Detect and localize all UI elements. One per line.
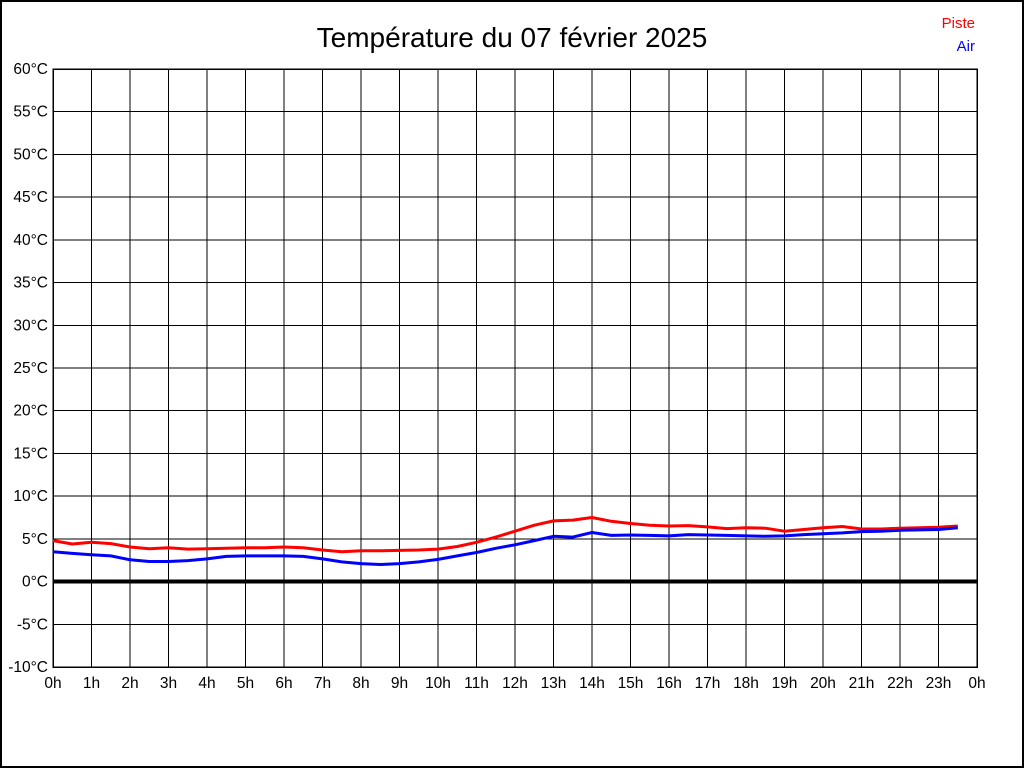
- y-axis-tick-label: 40°C: [13, 232, 48, 249]
- x-axis-tick-label: 0h: [44, 675, 61, 692]
- y-axis-tick-label: 25°C: [13, 360, 48, 377]
- y-axis-tick-label: 15°C: [13, 445, 48, 462]
- y-axis-tick-label: 60°C: [13, 61, 48, 78]
- legend: Piste Air: [942, 12, 975, 58]
- x-axis-tick-label: 13h: [541, 675, 567, 692]
- x-axis-tick-label: 20h: [810, 675, 836, 692]
- x-axis-tick-label: 18h: [733, 675, 759, 692]
- x-axis-tick-label: 8h: [352, 675, 369, 692]
- y-axis-tick-label: 30°C: [13, 317, 48, 334]
- legend-item-piste: Piste: [941, 15, 975, 32]
- x-axis-tick-label: 5h: [237, 675, 254, 692]
- y-axis-tick-label: 55°C: [13, 104, 48, 121]
- x-axis-tick-label: 22h: [887, 675, 913, 692]
- piste-line: [52, 516, 958, 554]
- y-axis-tick-label: 5°C: [22, 531, 48, 548]
- x-axis-tick-label: 7h: [314, 675, 331, 692]
- y-axis-tick-label: 50°C: [13, 146, 48, 163]
- x-axis-tick-label: 4h: [198, 675, 215, 692]
- x-axis-tick-label: 1h: [83, 675, 100, 692]
- x-axis-tick-label: 12h: [502, 675, 528, 692]
- x-axis-tick-label: 2h: [121, 675, 138, 692]
- x-axis-tick-label: 6h: [275, 675, 292, 692]
- x-axis-tick-label: 11h: [464, 675, 489, 692]
- x-axis-tick-label: 19h: [772, 675, 798, 692]
- page-title: Température du 07 février 2025: [316, 22, 708, 53]
- x-axis-tick-label: 15h: [618, 675, 644, 692]
- x-axis-tick-label: 10h: [425, 675, 451, 692]
- y-axis-tick-label: -10°C: [8, 659, 48, 676]
- air-line: [52, 526, 958, 566]
- y-axis-tick-label: 35°C: [13, 275, 48, 292]
- x-axis-tick-label: 23h: [926, 675, 952, 692]
- x-axis-tick-label: 14h: [579, 675, 605, 692]
- legend-item-air: Air: [956, 38, 975, 55]
- y-axis-tick-label: -5°C: [17, 616, 48, 633]
- x-axis-tick-label: 21h: [849, 675, 875, 692]
- y-axis-tick-label: 45°C: [13, 189, 48, 206]
- x-axis-tick-label: 0h: [968, 675, 985, 692]
- y-axis-tick-label: 0°C: [22, 574, 48, 591]
- x-axis-tick-label: 9h: [391, 675, 408, 692]
- x-axis-tick-label: 17h: [695, 675, 721, 692]
- x-axis-tick-label: 3h: [160, 675, 177, 692]
- y-axis-tick-label: 10°C: [13, 488, 48, 505]
- plot-border: [52, 68, 978, 668]
- x-axis-tick-label: 16h: [656, 675, 682, 692]
- y-axis-tick-label: 20°C: [13, 403, 48, 420]
